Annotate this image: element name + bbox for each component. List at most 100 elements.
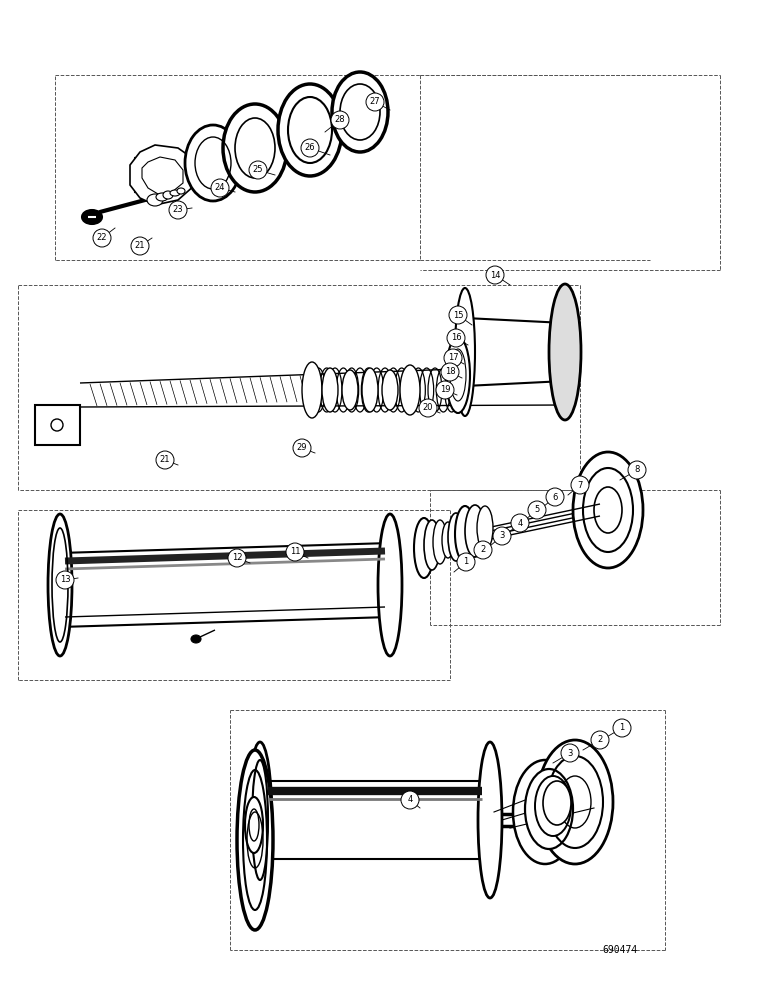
Ellipse shape: [378, 514, 402, 656]
Ellipse shape: [543, 781, 571, 825]
Ellipse shape: [169, 201, 187, 219]
Ellipse shape: [478, 742, 502, 898]
Text: 28: 28: [335, 115, 345, 124]
Ellipse shape: [419, 399, 437, 417]
Text: 1: 1: [463, 558, 469, 566]
Text: 4: 4: [517, 518, 523, 528]
Text: 15: 15: [452, 310, 463, 320]
Ellipse shape: [424, 520, 440, 570]
Ellipse shape: [436, 381, 454, 399]
Text: 18: 18: [445, 367, 455, 376]
Ellipse shape: [477, 506, 493, 550]
Ellipse shape: [465, 505, 485, 557]
Ellipse shape: [538, 808, 552, 832]
Ellipse shape: [535, 776, 571, 836]
Ellipse shape: [613, 719, 631, 737]
Ellipse shape: [185, 125, 241, 201]
Text: 20: 20: [423, 403, 433, 412]
Text: 24: 24: [215, 184, 225, 192]
Text: 1: 1: [619, 724, 625, 732]
Text: 5: 5: [534, 506, 540, 514]
Text: 27: 27: [370, 98, 381, 106]
Ellipse shape: [156, 451, 174, 469]
Ellipse shape: [441, 363, 459, 381]
Ellipse shape: [455, 506, 475, 562]
Text: 25: 25: [252, 165, 263, 174]
Text: 13: 13: [59, 576, 70, 584]
Ellipse shape: [177, 188, 185, 194]
Ellipse shape: [211, 179, 229, 197]
Ellipse shape: [433, 520, 447, 564]
Text: 2: 2: [598, 736, 603, 744]
Text: 26: 26: [305, 143, 315, 152]
Ellipse shape: [51, 419, 63, 431]
Ellipse shape: [362, 368, 378, 412]
Ellipse shape: [571, 476, 589, 494]
Ellipse shape: [302, 362, 322, 418]
Ellipse shape: [301, 139, 319, 157]
Ellipse shape: [245, 797, 263, 853]
Polygon shape: [35, 405, 80, 445]
Text: 2: 2: [480, 546, 486, 554]
Ellipse shape: [382, 370, 398, 410]
Ellipse shape: [528, 501, 546, 519]
Text: 4: 4: [408, 796, 412, 804]
Ellipse shape: [591, 731, 609, 749]
Ellipse shape: [444, 349, 462, 367]
Text: 16: 16: [451, 334, 462, 342]
Text: 19: 19: [440, 385, 450, 394]
Ellipse shape: [537, 740, 613, 864]
Ellipse shape: [546, 488, 564, 506]
Text: 6: 6: [552, 492, 557, 502]
Ellipse shape: [156, 193, 168, 201]
Ellipse shape: [446, 337, 470, 413]
Ellipse shape: [131, 237, 149, 255]
Ellipse shape: [573, 452, 643, 568]
Ellipse shape: [525, 769, 573, 849]
Ellipse shape: [447, 329, 465, 347]
Ellipse shape: [248, 742, 272, 898]
Text: 8: 8: [635, 466, 640, 475]
Ellipse shape: [191, 635, 201, 643]
Text: 11: 11: [290, 548, 300, 556]
Text: 23: 23: [173, 206, 183, 215]
Ellipse shape: [228, 549, 246, 567]
Text: 21: 21: [135, 241, 145, 250]
Ellipse shape: [342, 370, 358, 410]
Text: 3: 3: [567, 748, 573, 758]
Ellipse shape: [513, 760, 577, 864]
Text: 29: 29: [296, 444, 307, 452]
Ellipse shape: [400, 365, 420, 415]
Text: 17: 17: [448, 354, 459, 362]
Ellipse shape: [286, 543, 304, 561]
Ellipse shape: [628, 461, 646, 479]
Ellipse shape: [278, 84, 342, 176]
Ellipse shape: [237, 750, 273, 930]
Ellipse shape: [401, 791, 419, 809]
Ellipse shape: [223, 104, 287, 192]
Ellipse shape: [93, 229, 111, 247]
Ellipse shape: [442, 522, 454, 558]
Ellipse shape: [82, 210, 102, 224]
Polygon shape: [465, 318, 565, 386]
Text: 22: 22: [96, 233, 107, 242]
Ellipse shape: [455, 288, 475, 416]
Ellipse shape: [56, 571, 74, 589]
Ellipse shape: [293, 439, 311, 457]
Ellipse shape: [486, 266, 504, 284]
Ellipse shape: [448, 513, 464, 561]
Text: 690474: 690474: [602, 945, 638, 955]
Text: 12: 12: [232, 554, 242, 562]
Ellipse shape: [449, 306, 467, 324]
Ellipse shape: [163, 191, 173, 199]
Ellipse shape: [561, 744, 579, 762]
Text: 3: 3: [499, 532, 505, 540]
Ellipse shape: [511, 514, 529, 532]
Ellipse shape: [366, 93, 384, 111]
Text: 21: 21: [160, 456, 171, 464]
Ellipse shape: [493, 527, 511, 545]
Ellipse shape: [331, 111, 349, 129]
Polygon shape: [130, 145, 195, 205]
Ellipse shape: [414, 518, 434, 578]
Text: 7: 7: [577, 481, 583, 489]
